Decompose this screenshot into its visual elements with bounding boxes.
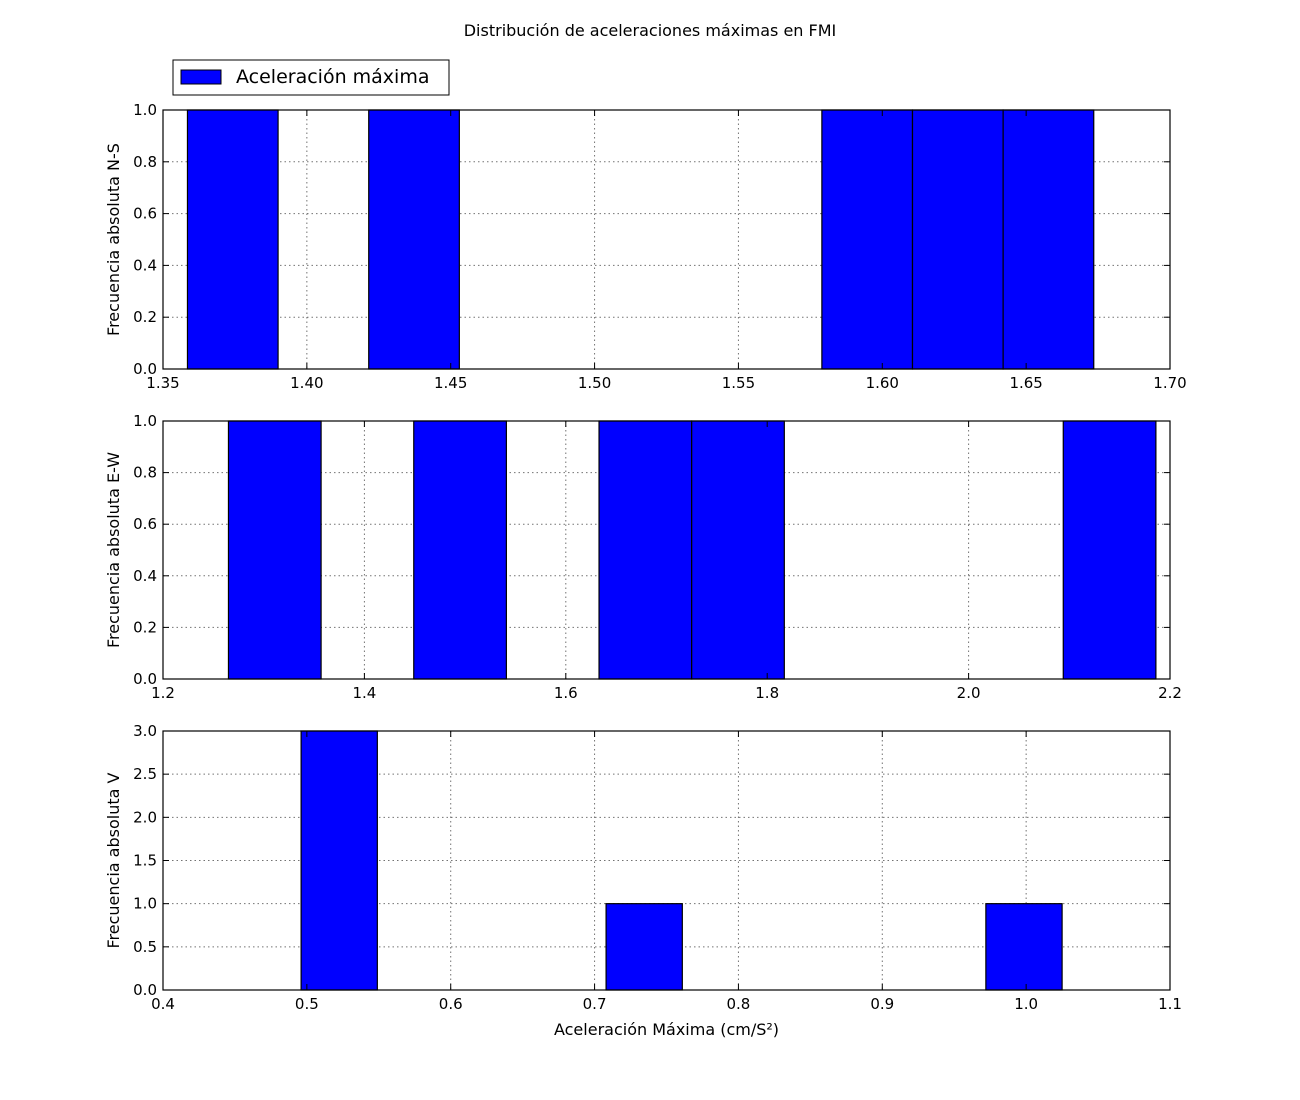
x-tick-label: 1.1 <box>1158 995 1182 1013</box>
x-tick-label: 0.5 <box>295 995 319 1013</box>
x-tick-label: 1.55 <box>722 374 755 392</box>
y-tick-label: 2.0 <box>133 808 157 826</box>
histogram-bar <box>186 109 279 370</box>
figure-title: Distribución de aceleraciones máximas en… <box>464 21 837 40</box>
y-tick-label: 0.0 <box>133 360 157 378</box>
histogram-bar <box>300 730 378 991</box>
subplot-n-s: 1.35 1.40 1.45 1.50 1.55 1.60 1.65 1.70 0.0 0.2 0.… <box>104 101 1187 392</box>
y-axis-label: Frecuencia absoluta V <box>104 772 123 948</box>
subplot-v: 0.4 0.5 0.6 0.7 0.8 0.9 1.0 1.1 0.0 0.5 1.0 1.5 2.0 2… <box>104 722 1182 1039</box>
x-tick-label: 1.70 <box>1153 374 1186 392</box>
histogram-bar <box>985 903 1063 991</box>
x-tick-label: 2.2 <box>1158 684 1182 702</box>
histogram-bar <box>413 420 507 680</box>
y-axis-label: Frecuencia absoluta N-S <box>104 143 123 336</box>
legend-label: Aceleración máxima <box>236 66 429 88</box>
y-tick-label: 0.8 <box>133 153 157 171</box>
y-tick-label: 0.8 <box>133 464 157 482</box>
histogram-bar <box>605 903 683 991</box>
y-tick-label: 0.2 <box>133 618 157 636</box>
x-tick-label: 0.8 <box>726 995 750 1013</box>
y-tick-label: 0.4 <box>133 256 157 274</box>
plot-frame <box>162 109 1171 370</box>
y-tick-label: 0.0 <box>133 981 157 999</box>
y-tick-label: 0.6 <box>133 205 157 223</box>
y-tick-label: 2.5 <box>133 765 157 783</box>
y-tick-label: 1.0 <box>133 895 157 913</box>
y-tick-label: 0.2 <box>133 308 157 326</box>
x-tick-label: 1.4 <box>352 684 376 702</box>
x-tick-label: 1.40 <box>290 374 323 392</box>
x-tick-label: 0.6 <box>439 995 463 1013</box>
y-tick-label: 1.0 <box>133 101 157 119</box>
subplot-e-w: 1.2 1.4 1.6 1.8 2.0 2.2 0.0 0.2 0.4 0.6 0.8 1.0 Frec… <box>104 412 1182 702</box>
x-tick-label: 1.35 <box>146 374 179 392</box>
legend: Aceleración máxima <box>172 59 450 96</box>
histogram-bar <box>821 109 914 370</box>
x-tick-label: 1.8 <box>755 684 779 702</box>
y-tick-label: 1.5 <box>133 852 157 870</box>
x-tick-label: 1.65 <box>1009 374 1042 392</box>
plot-frame <box>162 420 1171 680</box>
histogram-bar <box>598 420 693 680</box>
y-axis-label: Frecuencia absoluta E-W <box>104 452 123 648</box>
histogram-bar <box>227 420 322 680</box>
histogram-bar <box>368 109 460 370</box>
y-tick-label: 0.5 <box>133 938 157 956</box>
subplots: 1.35 1.40 1.45 1.50 1.55 1.60 1.65 1.70 0.0 0.2 0.… <box>104 101 1187 1039</box>
histogram-bar <box>911 109 1004 370</box>
x-tick-label: 1.50 <box>578 374 611 392</box>
x-tick-label: 1.2 <box>151 684 175 702</box>
y-tick-label: 0.4 <box>133 567 157 585</box>
y-tick-label: 1.0 <box>133 412 157 430</box>
histogram-bar <box>691 420 785 680</box>
x-axis-label: Aceleración Máxima (cm/S²) <box>554 1020 779 1039</box>
x-tick-label: 0.7 <box>583 995 607 1013</box>
y-tick-label: 0.6 <box>133 515 157 533</box>
y-tick-label: 3.0 <box>133 722 157 740</box>
y-tick-label: 0.0 <box>133 670 157 688</box>
histogram-bar <box>1062 420 1157 680</box>
x-tick-label: 1.0 <box>1014 995 1038 1013</box>
x-tick-label: 2.0 <box>957 684 981 702</box>
legend-swatch <box>180 69 222 85</box>
x-tick-label: 0.4 <box>151 995 175 1013</box>
x-tick-label: 1.6 <box>554 684 578 702</box>
x-tick-label: 1.45 <box>434 374 467 392</box>
x-tick-label: 0.9 <box>870 995 894 1013</box>
x-tick-label: 1.60 <box>866 374 899 392</box>
histogram-bar <box>1002 109 1095 370</box>
